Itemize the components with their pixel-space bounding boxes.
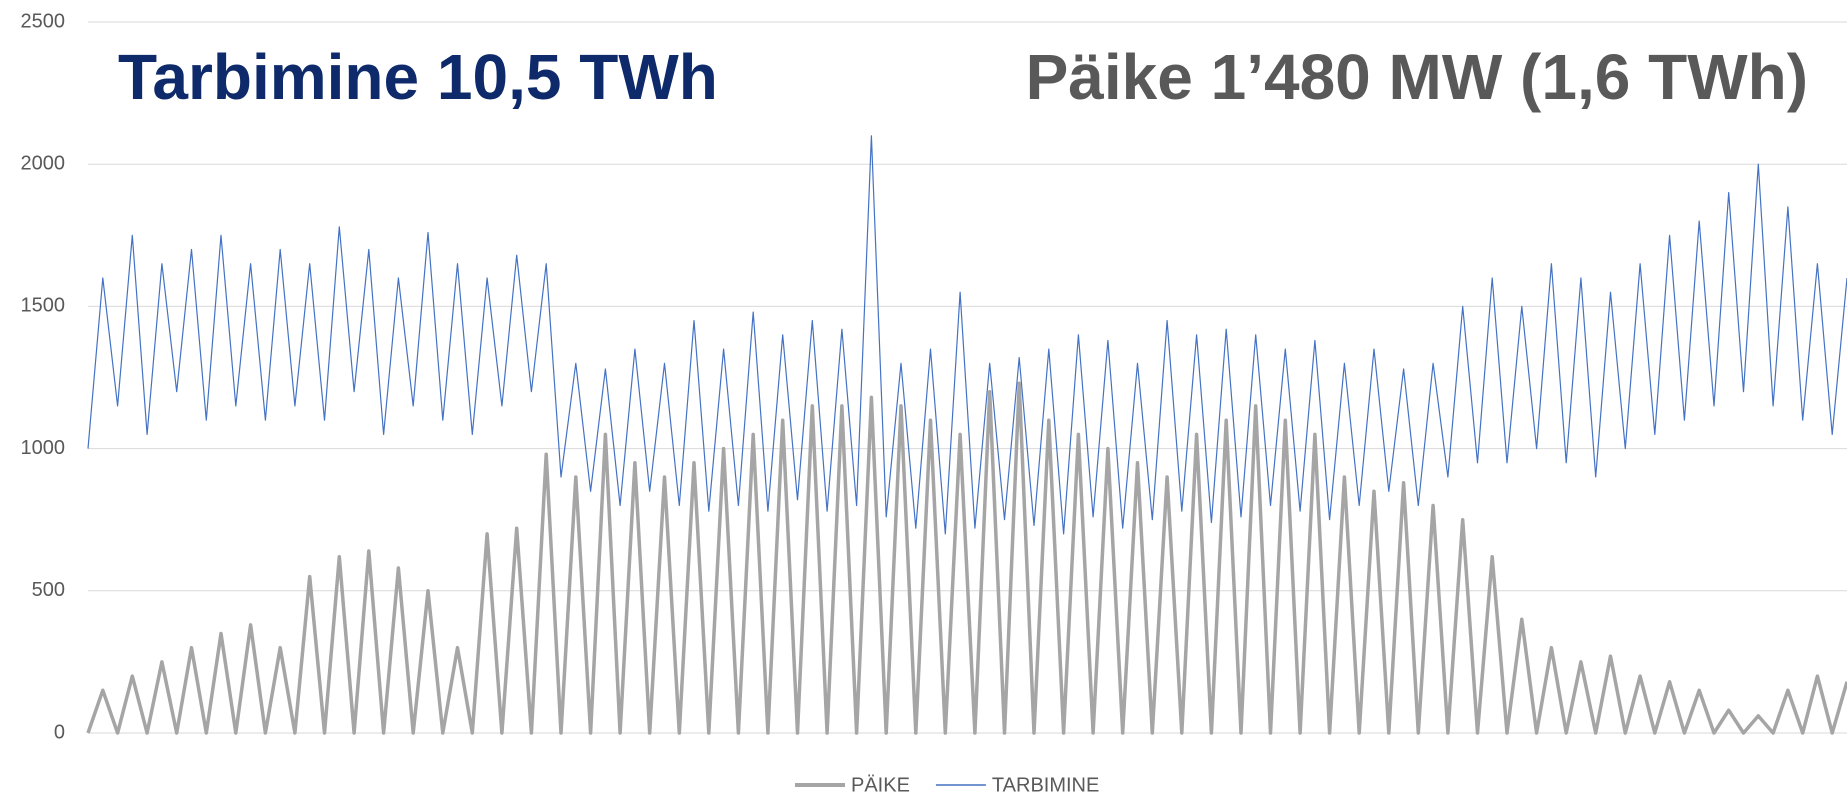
annotation: Tarbimine 10,5 TWh	[118, 41, 718, 113]
legend-label: PÄIKE	[851, 774, 910, 796]
series-line	[86, 381, 1847, 735]
y-tick-label: 1000	[21, 437, 66, 459]
annotation: Päike 1’480 MW (1,6 TWh)	[1026, 41, 1808, 113]
y-tick-label: 2500	[21, 10, 66, 32]
y-tick-label: 2000	[21, 152, 66, 174]
y-tick-label: 0	[54, 721, 65, 743]
y-tick-label: 1500	[21, 295, 66, 317]
series-line	[87, 135, 1847, 535]
y-tick-label: 500	[32, 579, 65, 601]
legend-label: TARBIMINE	[992, 774, 1099, 796]
